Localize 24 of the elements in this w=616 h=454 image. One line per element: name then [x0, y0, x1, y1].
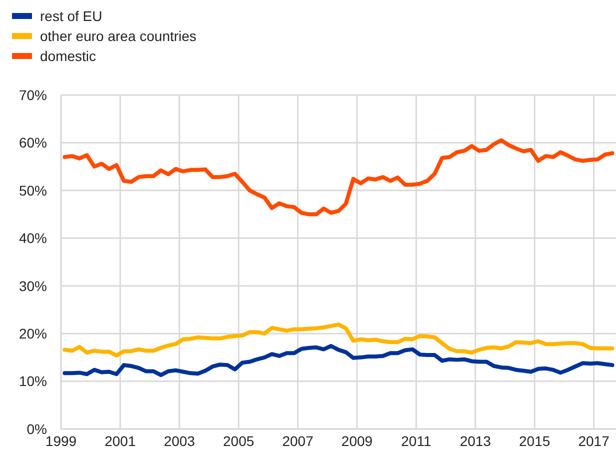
- y-tick-label: 60%: [18, 134, 47, 151]
- y-tick-label: 30%: [18, 278, 47, 294]
- y-tick-label: 0%: [26, 420, 47, 437]
- line-series: [62, 138, 614, 216]
- y-tick-label: 70%: [18, 86, 47, 103]
- legend-label: other euro area countries: [40, 28, 196, 44]
- y-tick-label: 40%: [18, 230, 47, 246]
- x-tick-label: 2009: [341, 433, 373, 449]
- y-tick-label: 10%: [18, 373, 47, 390]
- x-tick-label: 2001: [104, 433, 136, 449]
- x-tick-label: 2017: [578, 433, 610, 449]
- x-tick-label: 2011: [401, 433, 432, 449]
- y-tick-label: 20%: [18, 325, 47, 342]
- x-tick-label: 2007: [282, 433, 314, 449]
- legend-label: rest of EU: [40, 8, 102, 24]
- y-tick-label: 50%: [18, 182, 47, 198]
- x-tick-label: 1999: [45, 433, 77, 449]
- x-tick-label: 2003: [164, 433, 196, 449]
- line-series: [62, 322, 614, 358]
- legend-label: domestic: [40, 48, 96, 64]
- x-tick-label: 2013: [460, 433, 492, 449]
- line-series: [62, 344, 614, 378]
- x-tick-label: 2015: [519, 433, 550, 449]
- x-tick-label: 2005: [223, 433, 254, 449]
